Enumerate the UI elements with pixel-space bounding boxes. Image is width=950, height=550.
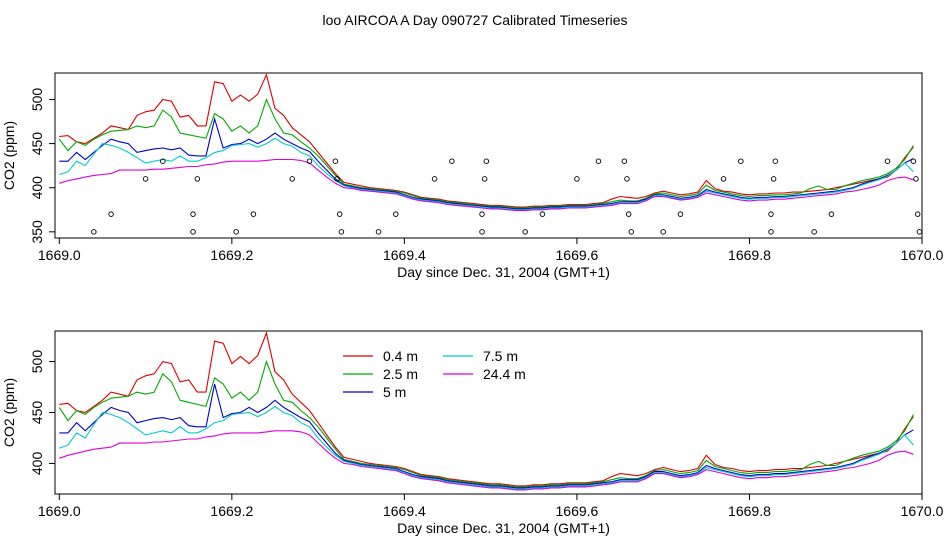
data-marker: [479, 211, 485, 217]
legend-label: 0.4 m: [383, 348, 418, 364]
data-marker: [828, 211, 835, 217]
x-tick-label: 1669.6: [556, 247, 599, 263]
data-marker: [574, 176, 580, 182]
y-tick-label: 350: [29, 220, 45, 244]
legend-label: 24.4 m: [483, 366, 526, 382]
series-line-4: [59, 137, 914, 211]
data-marker: [190, 229, 196, 235]
data-marker: [628, 229, 635, 235]
data-marker: [768, 211, 774, 217]
data-marker: [449, 158, 455, 164]
y-tick-label: 500: [29, 88, 45, 112]
data-marker: [190, 211, 196, 217]
data-marker: [289, 176, 295, 182]
y-tick-label: 400: [29, 452, 45, 476]
data-marker: [770, 176, 777, 182]
legend-label: 2.5 m: [383, 366, 418, 382]
series-line-5: [59, 430, 914, 491]
y-axis-label: CO2 (ppm): [1, 378, 17, 447]
data-marker: [660, 229, 666, 235]
x-tick-label: 1670.0: [901, 247, 944, 263]
series-line-5: [59, 158, 914, 212]
chart-bottom: 1669.0 1669.2 1669.4 1669.6 1669.8 1670.0 400 4…: [1, 330, 944, 536]
data-marker: [306, 158, 313, 164]
y-axis-label: CO2 (ppm): [1, 121, 17, 190]
data-marker: [194, 176, 201, 182]
data-marker: [108, 211, 114, 217]
data-marker: [772, 158, 779, 164]
data-marker: [677, 211, 684, 217]
data-marker: [334, 176, 340, 182]
data-marker: [720, 176, 727, 182]
data-marker: [914, 211, 921, 217]
plot-frame: [54, 72, 923, 239]
x-tick-label: 1669.0: [38, 503, 81, 519]
data-marker: [595, 158, 602, 164]
data-marker: [393, 211, 399, 217]
x-axis-label: Day since Dec. 31, 2004 (GMT+1): [397, 520, 610, 536]
data-marker: [483, 158, 490, 164]
x-tick-label: 1669.8: [728, 247, 771, 263]
series-line-4: [59, 405, 914, 490]
data-marker: [916, 229, 923, 235]
x-tick-label: 1669.4: [383, 247, 426, 263]
x-axis-label: Day since Dec. 31, 2004 (GMT+1): [397, 264, 610, 280]
series-line-1: [59, 331, 914, 487]
chart-top: 1669.0 1669.2 1669.4 1669.6 1669.8 1670.0 350 4…: [1, 72, 944, 280]
data-marker: [539, 211, 546, 217]
data-marker: [522, 229, 528, 235]
data-marker: [621, 158, 628, 164]
data-marker: [624, 176, 630, 182]
x-tick-label: 1669.2: [210, 247, 253, 263]
data-marker: [481, 176, 488, 182]
data-marker: [233, 229, 239, 235]
x-tick-label: 1670.0: [901, 503, 944, 519]
data-marker: [479, 229, 485, 235]
data-marker: [91, 229, 97, 235]
x-tick-label: 1669.0: [38, 247, 81, 263]
x-tick-label: 1669.2: [210, 503, 253, 519]
data-marker: [332, 158, 339, 164]
series-line-1: [59, 73, 914, 208]
series-line-2: [58, 359, 914, 488]
legend-label: 7.5 m: [483, 348, 518, 364]
figure-title: loo AIRCOA A Day 090727 Calibrated Times…: [322, 12, 627, 28]
data-marker: [431, 176, 438, 182]
y-tick-label: 500: [29, 350, 45, 374]
data-marker: [768, 229, 774, 235]
x-tick-label: 1669.6: [556, 503, 599, 519]
data-marker: [336, 211, 343, 217]
x-tick-label: 1669.8: [728, 503, 771, 519]
y-tick-label: 450: [29, 401, 45, 425]
data-marker: [160, 158, 166, 164]
series-line-2: [58, 97, 914, 209]
data-marker: [625, 211, 632, 217]
data-marker: [250, 211, 257, 217]
series-line-3: [59, 383, 914, 489]
y-tick-label: 450: [29, 132, 45, 156]
legend-label: 5 m: [383, 384, 406, 400]
data-marker: [375, 229, 382, 235]
series-line-3: [59, 116, 914, 210]
x-tick-label: 1669.4: [383, 503, 426, 519]
data-marker: [338, 229, 345, 235]
data-marker: [910, 158, 917, 164]
data-marker: [913, 176, 919, 182]
y-tick-label: 400: [29, 176, 45, 200]
data-marker: [142, 176, 149, 182]
data-marker: [811, 229, 817, 235]
data-marker: [884, 158, 891, 164]
data-marker: [738, 158, 744, 164]
